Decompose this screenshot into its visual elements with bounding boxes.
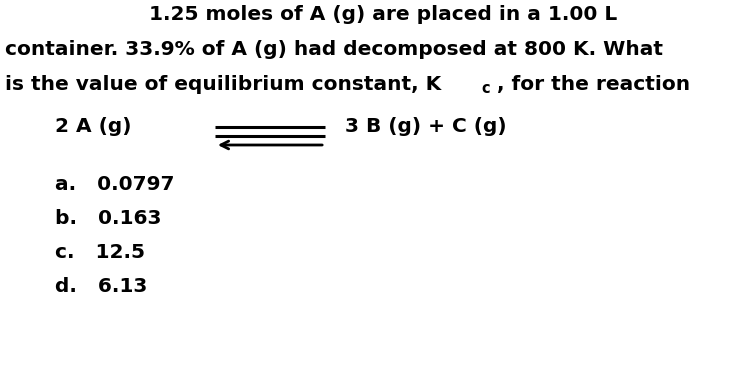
Text: , for the reaction: , for the reaction (497, 75, 690, 94)
Text: 2 A (g): 2 A (g) (55, 117, 132, 136)
Text: c: c (481, 81, 490, 96)
Text: 3 B (g) + C (g): 3 B (g) + C (g) (345, 117, 506, 136)
Text: a.   0.0797: a. 0.0797 (55, 175, 175, 194)
Text: container. 33.9% of A (g) had decomposed at 800 K. What: container. 33.9% of A (g) had decomposed… (5, 40, 663, 59)
Text: d.   6.13: d. 6.13 (55, 277, 148, 296)
Text: b.   0.163: b. 0.163 (55, 209, 162, 228)
Text: is the value of equilibrium constant, K: is the value of equilibrium constant, K (5, 75, 441, 94)
Text: c.   12.5: c. 12.5 (55, 243, 145, 262)
Text: 1.25 moles of A (g) are placed in a 1.00 L: 1.25 moles of A (g) are placed in a 1.00… (149, 5, 617, 24)
